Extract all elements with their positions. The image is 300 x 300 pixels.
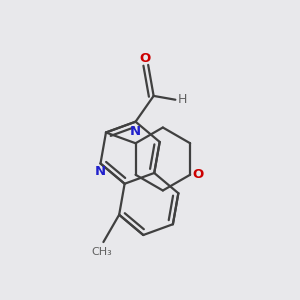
- Text: H: H: [177, 93, 187, 106]
- Text: CH₃: CH₃: [92, 248, 112, 257]
- Text: O: O: [140, 52, 151, 65]
- Text: O: O: [192, 168, 203, 181]
- Text: N: N: [130, 125, 141, 138]
- Text: N: N: [95, 165, 106, 178]
